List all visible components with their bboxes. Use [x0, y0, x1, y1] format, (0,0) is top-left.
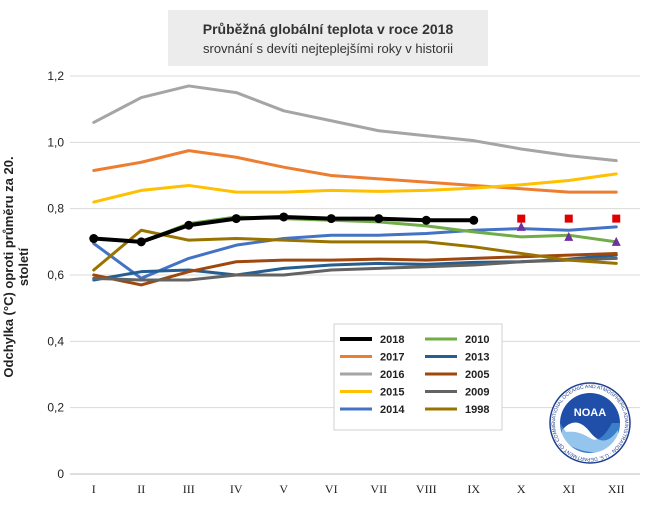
- projection-triangle-marker: [516, 221, 526, 231]
- svg-text:NATIONAL OCEANIC AND ATMOSPHER: NATIONAL OCEANIC AND ATMOSPHERIC ADMINIS…: [0, 0, 629, 462]
- x-tick-label: II: [137, 482, 145, 496]
- legend-label-2017: 2017: [380, 352, 404, 364]
- y-tick-label: 1,2: [47, 69, 64, 83]
- y-tick-label: 0,6: [47, 268, 64, 282]
- chart-title: Průběžná globální teplota v roce 2018: [202, 21, 454, 37]
- x-tick-label: IX: [467, 482, 480, 496]
- x-tick-label: XI: [562, 482, 575, 496]
- legend-label-2005: 2005: [465, 369, 489, 381]
- x-tick-label: I: [92, 482, 96, 496]
- projection-triangle-marker: [611, 236, 621, 246]
- series-line-2016: [92, 84, 618, 163]
- series-point-2018: [326, 214, 336, 224]
- x-tick-label: IV: [230, 482, 243, 496]
- legend-label-2010: 2010: [465, 334, 489, 346]
- chart-subtitle: srovnání s devíti nejteplejšími roky v h…: [203, 41, 453, 56]
- series-markers: [89, 212, 621, 247]
- y-tick-label: 0,8: [47, 202, 64, 216]
- legend-label-2015: 2015: [380, 387, 404, 399]
- x-tick-label: V: [279, 482, 288, 496]
- x-tick-label: XII: [608, 482, 625, 496]
- y-tick-label: 1,0: [47, 135, 64, 149]
- series-point-2018: [374, 214, 384, 224]
- legend-label-2009: 2009: [465, 387, 489, 399]
- legend-label-2013: 2013: [465, 352, 489, 364]
- x-tick-labels: I II III IV V VI VII VIII IX X XI XII: [92, 482, 625, 496]
- x-tick-label: VII: [370, 482, 387, 496]
- projection-square-marker: [517, 214, 526, 223]
- series-point-2018: [184, 220, 194, 230]
- x-tick-label: VI: [325, 482, 338, 496]
- series-line-2005: [92, 251, 618, 287]
- legend-label-2016: 2016: [380, 369, 404, 381]
- series-point-2018: [89, 234, 99, 244]
- y-tick-label: 0,2: [47, 401, 64, 415]
- legend-label-2018: 2018: [380, 334, 404, 346]
- series-line-2009: [92, 256, 618, 282]
- series-point-2018: [421, 215, 431, 225]
- series-line-2014: [92, 225, 618, 280]
- series-point-2018: [279, 212, 289, 222]
- series-line-2015: [92, 172, 618, 204]
- legend-label-1998: 1998: [465, 404, 489, 416]
- series-lines: [91, 84, 618, 287]
- legend-label-2014: 2014: [380, 404, 405, 416]
- x-tick-label: III: [183, 482, 195, 496]
- series-point-2018: [469, 215, 479, 225]
- legend: 2018 2010 2017 2013 2016 2005 2015 2009 2014 1998: [333, 323, 503, 431]
- series-line-2017: [92, 149, 618, 194]
- y-tick-labels: 0 0,2 0,4 0,6 0,8 1,0 1,2: [47, 69, 64, 481]
- projection-square-marker: [612, 214, 621, 223]
- y-tick-label: 0: [57, 467, 64, 481]
- y-tick-label: 0,4: [47, 334, 64, 348]
- noaa-logo-icon: NOAA NATIONAL OCEANIC AND ATMOSPHERIC AD…: [0, 0, 631, 464]
- series-line-1998: [92, 228, 618, 272]
- series-point-2018: [231, 214, 241, 224]
- projection-triangle-marker: [564, 231, 574, 241]
- projection-square-marker: [564, 214, 573, 223]
- x-tick-label: VIII: [416, 482, 437, 496]
- legend-box: [333, 323, 503, 431]
- series-point-2018: [136, 237, 146, 247]
- chart-title-box: Průběžná globální teplota v roce 2018 sr…: [168, 10, 488, 66]
- svg-text:NOAA: NOAA: [574, 407, 606, 419]
- x-tick-label: X: [517, 482, 526, 496]
